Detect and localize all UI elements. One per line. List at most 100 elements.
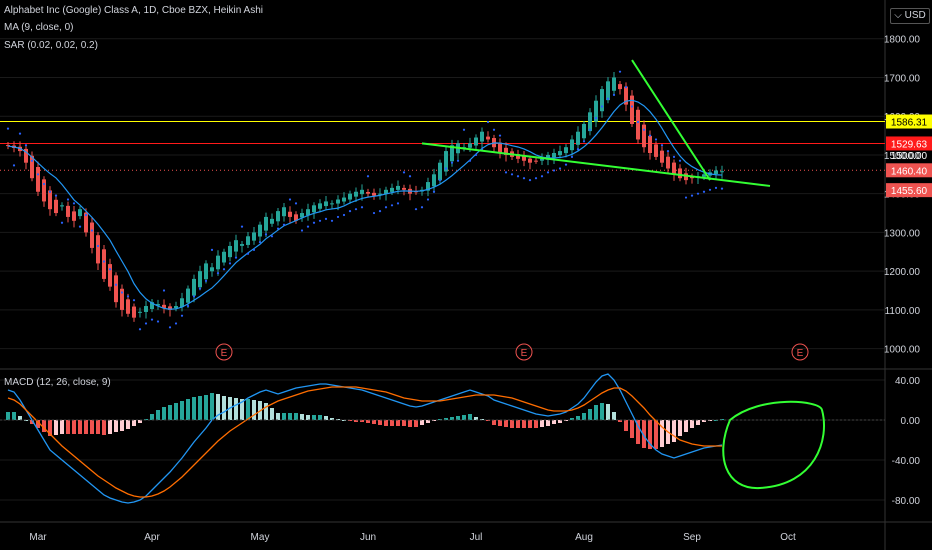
candle-body: [480, 131, 484, 142]
macd-histogram-bar: [192, 397, 196, 420]
candle-body: [564, 147, 568, 154]
candle-body: [666, 156, 670, 169]
macd-histogram-bar: [42, 420, 46, 432]
earnings-marker: [515, 343, 533, 361]
sar-dot: [312, 221, 316, 224]
sar-dot: [246, 252, 250, 255]
sar-dot: [654, 138, 658, 141]
sar-dot: [240, 225, 244, 228]
sar-dot: [216, 271, 220, 275]
macd-histogram-bar: [552, 420, 556, 424]
candle-body: [168, 306, 172, 310]
candle-body: [288, 211, 292, 217]
macd-histogram-bar: [108, 420, 112, 434]
macd-histogram-bar: [234, 398, 238, 420]
macd-histogram-bar: [186, 399, 190, 420]
macd-tick-label: 0.00: [901, 416, 921, 427]
candle-body: [144, 306, 148, 312]
candle-body: [72, 211, 76, 221]
macd-histogram-bar: [540, 420, 544, 427]
candle-body: [114, 275, 118, 303]
candle-body: [426, 182, 430, 191]
candle-body: [186, 288, 190, 303]
price-tag-label: 1500.00: [891, 151, 928, 162]
sar-dot: [252, 248, 256, 251]
macd-histogram-bar: [444, 418, 448, 420]
sar-dot: [324, 217, 328, 220]
macd-histogram-bar: [174, 403, 178, 420]
macd-histogram-bar: [114, 420, 118, 432]
macd-histogram-bar: [384, 420, 388, 426]
candle-body: [600, 89, 604, 112]
earnings-marker-label: E: [221, 348, 228, 359]
candle-body: [714, 170, 718, 174]
macd-histogram-bar: [102, 420, 106, 435]
candle-body: [390, 187, 394, 192]
sar-dot: [258, 241, 262, 244]
candle-body: [594, 100, 598, 122]
sar-legend[interactable]: SAR (0.02, 0.02, 0.2): [4, 40, 98, 51]
macd-histogram-bar: [288, 413, 292, 420]
price-tag-label: 1455.60: [891, 186, 928, 197]
sar-dot: [48, 190, 52, 193]
sar-dot: [384, 206, 388, 209]
sar-dot: [336, 215, 340, 219]
macd-histogram-bar: [30, 420, 34, 424]
candle-body: [396, 185, 400, 190]
macd-histogram-bar: [180, 401, 184, 420]
sar-dot: [492, 128, 496, 131]
macd-histogram-bar: [72, 420, 76, 434]
macd-histogram-bar: [624, 420, 628, 431]
macd-histogram-bar: [648, 420, 652, 449]
macd-histogram-bar: [300, 414, 304, 420]
macd-histogram-bar: [162, 407, 166, 420]
candle-body: [648, 135, 652, 154]
grid-lines: [0, 38, 885, 501]
sar-dot: [396, 202, 400, 205]
macd-histogram-bar: [96, 420, 100, 434]
sar-dot: [330, 219, 334, 222]
sar-dot: [414, 208, 418, 211]
sar-dot: [546, 171, 550, 174]
macd-histogram-bar: [684, 420, 688, 432]
price-tag-label: 1460.40: [891, 166, 928, 177]
candle-body: [672, 162, 676, 175]
sar-dot: [510, 173, 514, 176]
candle-body: [30, 155, 34, 179]
sar-dot: [234, 256, 238, 259]
sar-dot: [516, 175, 520, 178]
sar-dot: [678, 159, 682, 162]
sar-dot: [420, 206, 424, 209]
macd-histogram-bar: [522, 420, 526, 428]
candle-body: [342, 197, 346, 202]
trendline: [631, 59, 711, 181]
macd-histogram-bar: [246, 399, 250, 420]
candle-body: [588, 112, 592, 132]
sar-dot: [108, 268, 112, 271]
currency-button[interactable]: ⌵ USD: [890, 8, 930, 24]
macd-legend[interactable]: MACD (12, 26, close, 9): [4, 377, 111, 388]
ma-legend[interactable]: MA (9, close, 0): [4, 22, 74, 33]
macd-histogram-bar: [546, 420, 550, 426]
macd-histogram-bar: [696, 420, 700, 425]
candle-body: [690, 176, 694, 179]
sar-dot: [12, 164, 16, 167]
sar-dot: [354, 208, 358, 211]
sar-dots: [6, 70, 724, 331]
candle-body: [222, 251, 226, 263]
candle-body: [450, 145, 454, 162]
macd-histogram-bar: [606, 404, 610, 420]
candle-body: [522, 156, 526, 161]
currency-dropdown-icon: ⌵: [894, 10, 902, 21]
candle-body: [444, 151, 448, 172]
sar-dot: [696, 192, 700, 195]
macd-histogram-bar: [612, 412, 616, 420]
macd-histogram-bar: [456, 416, 460, 420]
sar-dot: [114, 283, 118, 286]
level-price-tag: [886, 136, 932, 151]
candle-body: [432, 174, 436, 187]
macd-tick-label: -80.00: [892, 496, 921, 507]
candle-body: [612, 77, 616, 91]
candle-body: [330, 203, 334, 205]
